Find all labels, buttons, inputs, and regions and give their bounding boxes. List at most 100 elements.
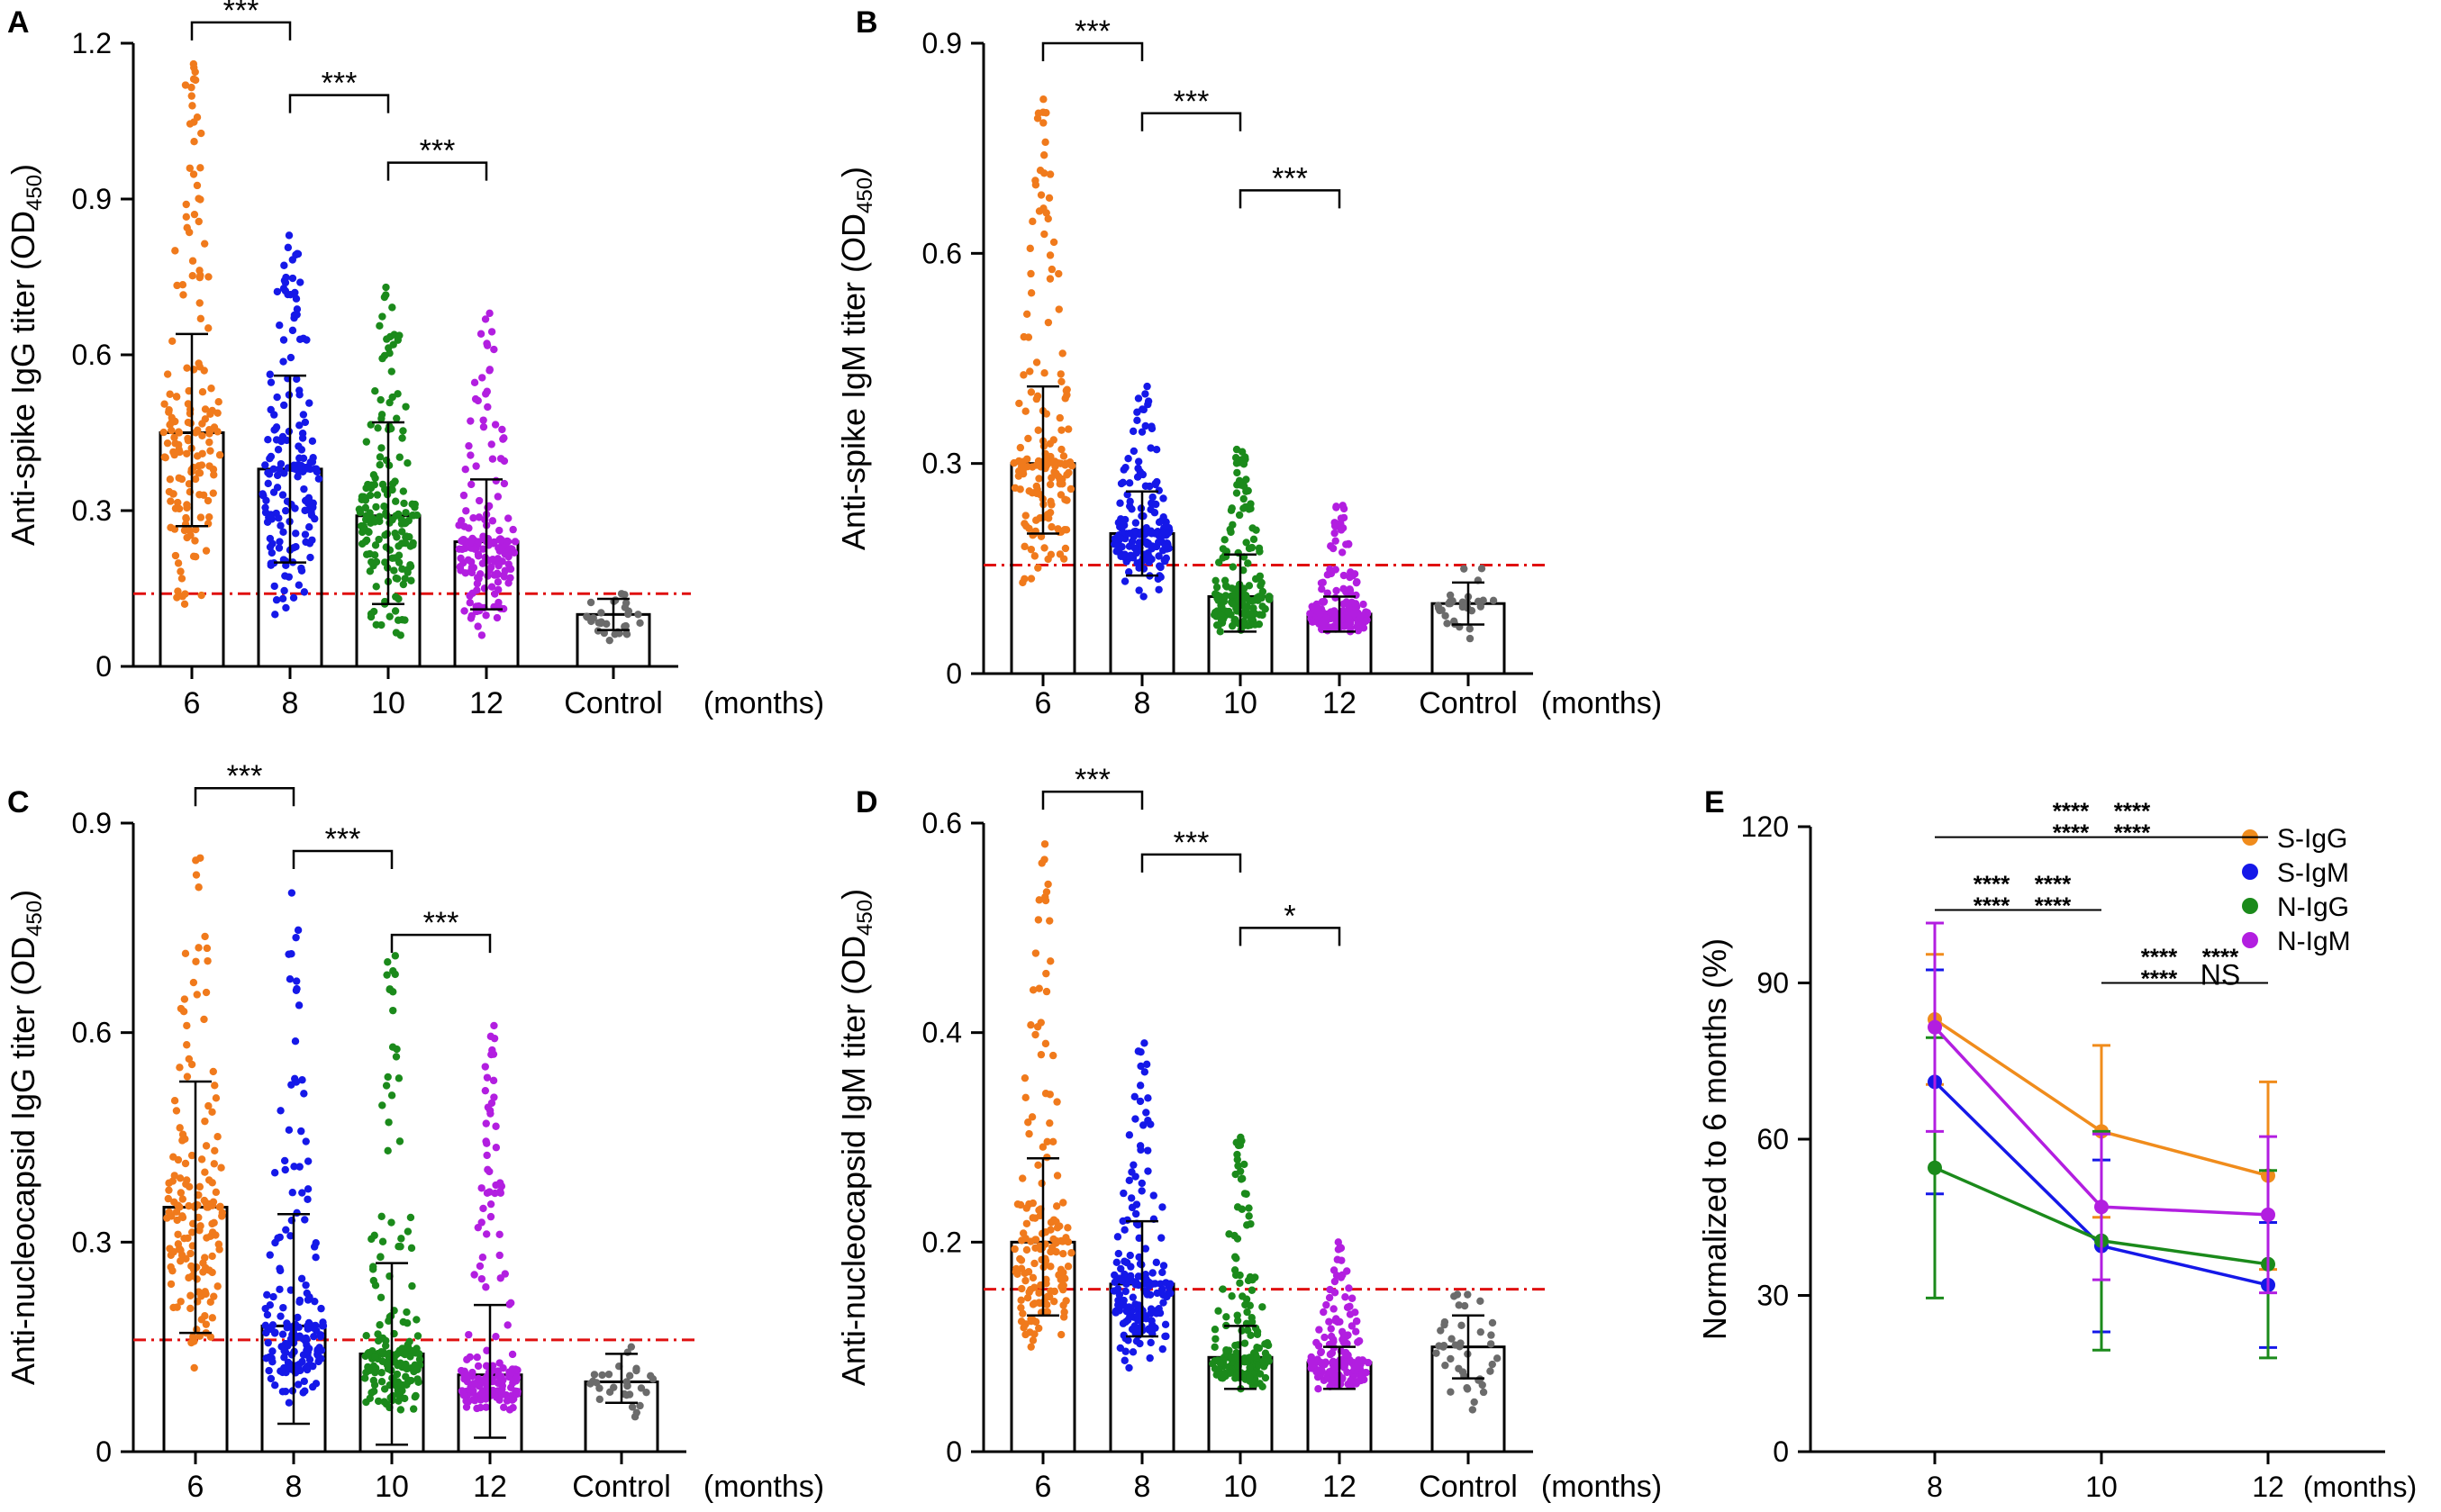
data-point [278, 491, 287, 499]
data-point [493, 613, 502, 622]
data-point [1125, 479, 1134, 487]
data-point [205, 462, 213, 470]
data-point [1258, 602, 1266, 611]
data-point [1013, 1200, 1022, 1209]
data-point [1127, 1263, 1135, 1271]
data-point [1130, 1161, 1138, 1169]
data-point [198, 431, 206, 439]
data-point [267, 378, 276, 386]
data-point [306, 553, 314, 562]
significance-bracket [1041, 790, 1144, 810]
data-point [487, 583, 496, 591]
data-point [1048, 265, 1057, 274]
data-point [1030, 552, 1039, 560]
data-point [1029, 1336, 1038, 1345]
data-point [185, 1201, 193, 1210]
data-point [286, 1232, 295, 1240]
data-point [1025, 1129, 1033, 1138]
data-point [270, 1169, 279, 1177]
data-point [202, 988, 211, 997]
data-point [1488, 1318, 1497, 1327]
data-point [1158, 1285, 1166, 1293]
data-point [1142, 1275, 1150, 1283]
data-point [1046, 1118, 1054, 1127]
data-point [279, 528, 287, 537]
data-point [1056, 550, 1065, 558]
data-point [380, 351, 389, 360]
data-point [177, 567, 185, 575]
data-point [294, 1381, 303, 1389]
data-point [358, 528, 367, 537]
data-point [1251, 575, 1260, 584]
data-point [184, 437, 193, 445]
data-point [479, 1204, 487, 1213]
data-point [1131, 1209, 1140, 1218]
data-point [402, 509, 410, 517]
data-point [174, 1240, 183, 1248]
significance-label: *** [227, 759, 263, 793]
data-point [1244, 559, 1252, 567]
data-point [586, 598, 595, 607]
data-point [1155, 518, 1164, 527]
data-point [1214, 621, 1223, 629]
data-point [1149, 1191, 1157, 1200]
data-point [460, 538, 468, 546]
data-point [494, 493, 503, 501]
data-point [1043, 1137, 1051, 1146]
data-point [1248, 1317, 1257, 1326]
data-point [380, 1398, 388, 1406]
data-point [193, 991, 201, 999]
data-point [1139, 1121, 1148, 1129]
data-point [1928, 1160, 1942, 1175]
data-point [295, 1163, 304, 1171]
data-point [179, 291, 187, 299]
data-point [188, 102, 196, 110]
data-point [1233, 468, 1241, 477]
data-point [401, 519, 410, 528]
data-point [1326, 565, 1334, 574]
data-point [377, 1253, 385, 1262]
data-point [508, 1396, 516, 1404]
data-point [304, 465, 313, 473]
data-point [401, 1350, 409, 1359]
data-point [1248, 1275, 1257, 1284]
data-point [1141, 1245, 1150, 1253]
data-point [1463, 1383, 1471, 1392]
data-point [312, 1239, 320, 1247]
data-point [1219, 554, 1227, 562]
data-point [208, 1108, 216, 1116]
data-point [1039, 151, 1048, 159]
data-point [1353, 1317, 1361, 1326]
data-point [402, 1372, 410, 1381]
data-point [159, 428, 168, 437]
data-point [188, 257, 197, 265]
x-tick-label: 8 [1927, 1471, 1943, 1503]
data-point [288, 1189, 296, 1197]
data-point [1127, 1194, 1136, 1202]
data-point [621, 603, 630, 611]
data-point [1126, 1251, 1134, 1260]
data-point [1211, 1326, 1220, 1334]
data-point [1330, 521, 1339, 530]
data-point [1037, 1019, 1045, 1027]
data-point [266, 1251, 274, 1259]
data-point [495, 585, 503, 594]
data-point [1126, 552, 1134, 561]
significance-label: **** [2053, 819, 2090, 847]
data-point [1255, 544, 1264, 552]
data-point [1464, 1290, 1472, 1299]
significance-label: *** [1174, 85, 1210, 119]
data-point [475, 1381, 484, 1390]
data-point [214, 398, 222, 406]
data-point [458, 1388, 467, 1396]
data-point [366, 491, 375, 500]
data-point [489, 1076, 498, 1085]
data-point [304, 496, 313, 505]
data-point [273, 471, 282, 480]
data-point [178, 1213, 187, 1222]
data-point [1150, 509, 1159, 517]
data-point [1140, 1068, 1149, 1076]
data-point [180, 526, 189, 535]
data-point [266, 370, 274, 378]
data-point [1245, 1204, 1253, 1212]
